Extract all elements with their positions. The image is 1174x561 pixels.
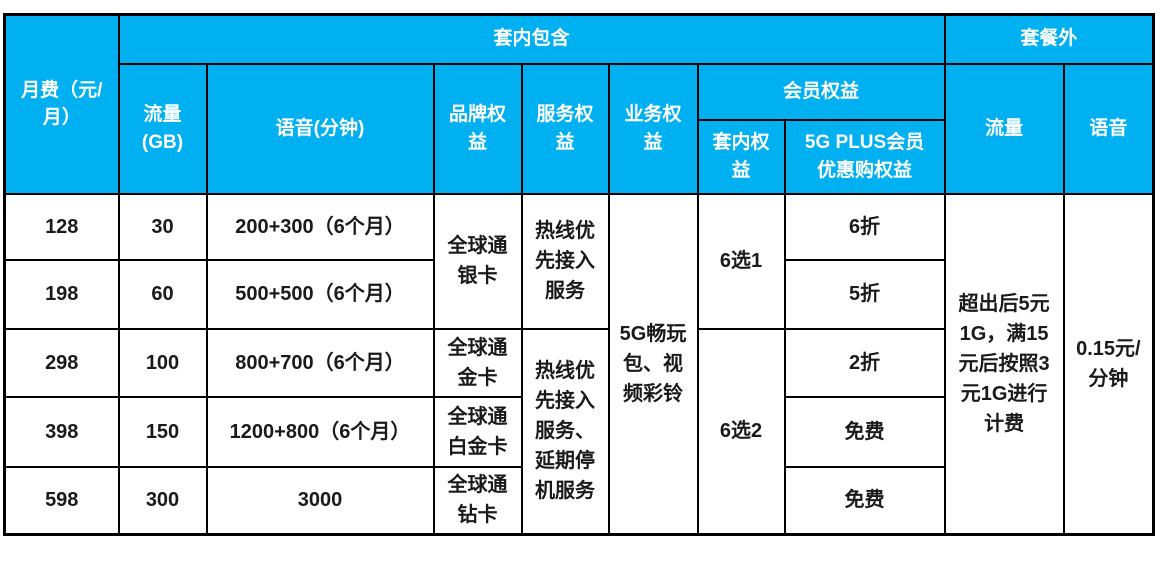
fee-cell: 128	[3, 192, 120, 261]
header-row-groups: 月费（元/ 月） 套内包含 套餐外	[3, 13, 1155, 195]
header-group-in-package: 套内包含	[117, 13, 946, 65]
data-gb-cell: 300	[117, 465, 208, 536]
plan-row-398: 398 150 1200+800（6个月） 全球通 白金卡 免费	[3, 395, 1154, 468]
member-discount-cell: 2折	[783, 327, 946, 398]
header-data-gb: 流量 (GB)	[117, 62, 208, 195]
service-cell-hotline: 热线优 先接入 服务	[520, 192, 610, 330]
member-discount-cell: 免费	[783, 465, 946, 536]
brand-cell-gold: 全球通 金卡	[432, 327, 523, 398]
header-business-rights: 业务权 益	[607, 62, 699, 195]
brand-cell-silver: 全球通 银卡	[432, 192, 523, 330]
brand-cell-platinum: 全球通 白金卡	[432, 395, 523, 468]
voice-cell: 3000	[205, 465, 435, 536]
fee-cell: 298	[3, 327, 120, 398]
fee-cell: 398	[3, 395, 120, 468]
service-cell-hotline-extended: 热线优 先接入 服务、 延期停 机服务	[520, 327, 610, 536]
fee-cell: 598	[3, 465, 120, 536]
voice-cell: 800+700（6个月）	[205, 327, 435, 398]
header-monthly-fee: 月费（元/ 月）	[3, 13, 120, 195]
overage-voice-cell: 0.15元/ 分钟	[1062, 192, 1155, 536]
data-gb-cell: 30	[117, 192, 208, 261]
header-out-data: 流量	[943, 62, 1065, 195]
plan-row-598: 598 300 3000 全球通 钻卡 免费	[3, 465, 1154, 536]
plan-pricing-table: 月费（元/ 月） 套内包含 套餐外 流量 (GB) 语音(分钟) 品牌权 益 服…	[3, 13, 1156, 536]
member-choice-cell-6of2: 6选2	[696, 327, 786, 536]
voice-cell: 200+300（6个月）	[205, 192, 435, 261]
plan-row-128: 128 30 200+300（6个月） 全球通 银卡 热线优 先接入 服务 5G…	[3, 192, 1155, 536]
header-row-columns: 流量 (GB) 语音(分钟) 品牌权 益 服务权 益 业务权 益 会员权益 流量…	[5, 62, 1155, 195]
voice-cell: 500+500（6个月）	[205, 258, 435, 330]
member-choice-cell-6of1: 6选1	[696, 192, 786, 330]
data-gb-cell: 150	[117, 395, 208, 468]
header-brand-rights: 品牌权 益	[432, 62, 523, 195]
data-gb-cell: 60	[117, 258, 208, 330]
header-voice-minutes: 语音(分钟)	[205, 62, 435, 195]
member-discount-cell: 6折	[783, 192, 946, 261]
overage-data-cell: 超出后5元 1G，满15 元后按照3 元1G进行 计费	[943, 192, 1065, 536]
header-service-rights: 服务权 益	[520, 62, 610, 195]
plan-row-298: 298 100 800+700（6个月） 全球通 金卡 热线优 先接入 服务、 …	[3, 327, 1154, 536]
header-row-member-sub: 套内权 益 5G PLUS会员 优惠购权益	[5, 118, 1154, 195]
member-discount-cell: 5折	[783, 258, 946, 330]
header-5g-plus-rights: 5G PLUS会员 优惠购权益	[783, 118, 946, 195]
fee-cell: 198	[3, 258, 120, 330]
voice-cell: 1200+800（6个月）	[205, 395, 435, 468]
data-gb-cell: 100	[117, 327, 208, 398]
member-discount-cell: 免费	[783, 395, 946, 468]
brand-cell-diamond: 全球通 钻卡	[432, 465, 523, 536]
header-member-rights-group: 会员权益	[696, 62, 946, 121]
header-out-voice: 语音	[1062, 62, 1155, 195]
business-cell: 5G畅玩 包、视 频彩铃	[607, 192, 699, 536]
header-group-out-of-package: 套餐外	[943, 13, 1155, 65]
header-in-package-rights: 套内权 益	[696, 118, 786, 195]
plan-row-198: 198 60 500+500（6个月） 5折	[3, 258, 1154, 330]
